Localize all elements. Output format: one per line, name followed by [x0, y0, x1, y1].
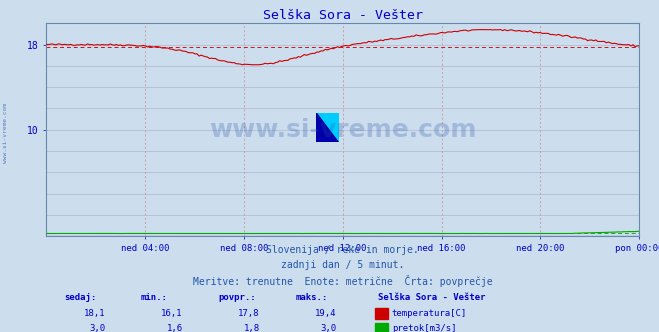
Text: 1,6: 1,6	[167, 324, 183, 332]
Bar	[376, 323, 388, 332]
Text: 16,1: 16,1	[161, 309, 183, 318]
Text: Slovenija / reke in morje.: Slovenija / reke in morje.	[266, 245, 419, 255]
Text: www.si-vreme.com: www.si-vreme.com	[209, 118, 476, 142]
Text: 18,1: 18,1	[84, 309, 105, 318]
Text: 19,4: 19,4	[315, 309, 337, 318]
Text: 1,8: 1,8	[244, 324, 260, 332]
Text: 3,0: 3,0	[90, 324, 105, 332]
Text: temperatura[C]: temperatura[C]	[392, 309, 467, 318]
Text: zadnji dan / 5 minut.: zadnji dan / 5 minut.	[281, 260, 405, 270]
Bar	[376, 308, 388, 319]
Text: 17,8: 17,8	[238, 309, 260, 318]
Text: 3,0: 3,0	[321, 324, 337, 332]
Text: min.:: min.:	[141, 292, 168, 301]
Text: maks.:: maks.:	[295, 292, 328, 301]
Text: pretok[m3/s]: pretok[m3/s]	[392, 324, 457, 332]
Text: Meritve: trenutne  Enote: metrične  Črta: povprečje: Meritve: trenutne Enote: metrične Črta: …	[193, 275, 492, 287]
Title: Selška Sora - Vešter: Selška Sora - Vešter	[263, 9, 422, 22]
Text: www.si-vreme.com: www.si-vreme.com	[3, 103, 8, 163]
Text: sedaj:: sedaj:	[64, 292, 96, 301]
Text: Selška Sora - Vešter: Selška Sora - Vešter	[378, 292, 486, 301]
Text: povpr.:: povpr.:	[218, 292, 256, 301]
